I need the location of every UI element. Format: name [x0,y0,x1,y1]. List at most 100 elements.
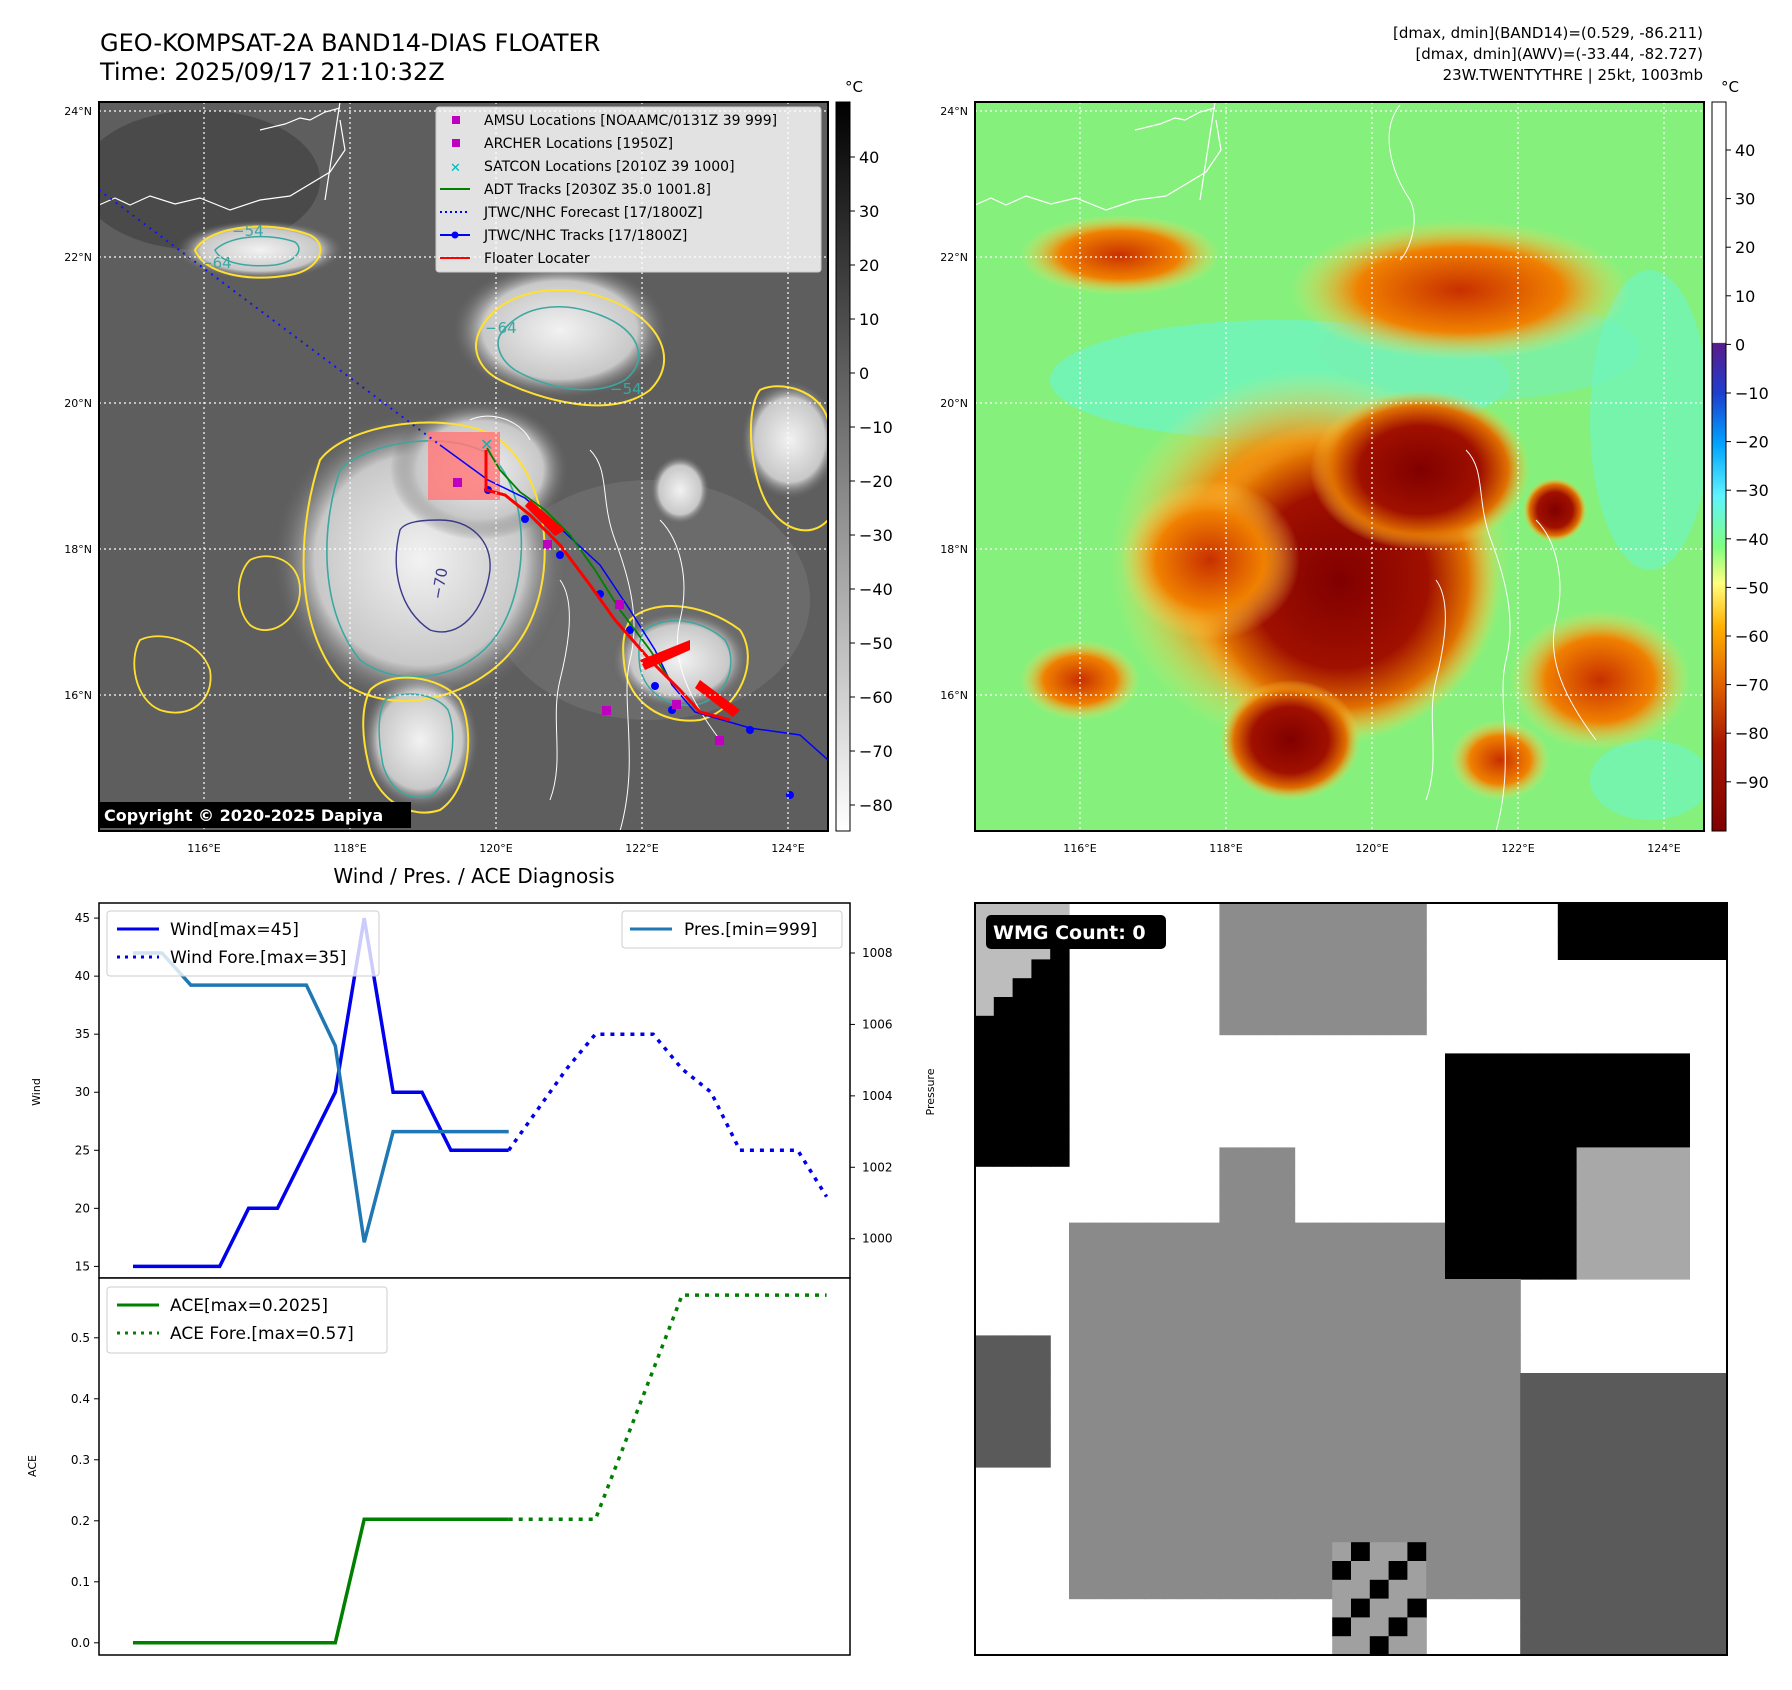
amsu-marker-icon [452,116,460,124]
svg-text:116°E: 116°E [1063,842,1096,855]
legend-ace: ACE[max=0.2025] [170,1296,328,1316]
pressure-legend: Pres.[min=999] [621,910,843,949]
figure-time: Time: 2025/09/17 21:10:32Z [99,58,445,86]
ir-colorbar-unit: °C [845,78,863,96]
satcon-x-icon: ✕ [450,161,461,176]
awv-colorbar-tick: −20 [1735,433,1769,452]
svg-text:22°N: 22°N [940,251,968,264]
wind-tick: 25 [75,1143,90,1157]
legend-floater: Floater Locater [484,251,590,267]
wind-pressure-chart: 45 40 35 30 25 20 15 1008 1006 1004 1002 1000 Wind… [30,902,937,1279]
svg-text:118°E: 118°E [1209,842,1242,855]
pressure-tick: 1004 [862,1089,893,1103]
wind-tick: 20 [75,1201,90,1215]
legend-tracks: JTWC/NHC Tracks [17/1800Z] [483,228,687,244]
ir-colorbar-tick: −70 [859,742,893,761]
awv-colorbar-tick: −70 [1735,676,1769,695]
svg-text:20°N: 20°N [940,397,968,410]
legend-amsu: AMSU Locations [NOAAMC/0131Z 39 999] [484,113,777,129]
ir-colorbar: °C 40 30 20 10 0 −10 −20 −30 −40 −50 −60 −70 −80 [835,78,893,832]
awv-colorbar-tick: −50 [1735,578,1769,597]
legend-ace-fore: ACE Fore.[max=0.57] [170,1324,354,1344]
ir-colorbar-tick: −60 [859,688,893,707]
awv-colorbar-tick: −10 [1735,384,1769,403]
awv-colorbar-tick: −60 [1735,627,1769,646]
ir-colorbar-tick: 10 [859,310,879,329]
svg-text:24°N: 24°N [940,105,968,118]
ace-tick: 0.0 [71,1636,90,1650]
archer-marker-icon [452,139,460,147]
awv-colorbar-tick: 20 [1735,238,1755,257]
ir-colorbar-tick: −10 [859,418,893,437]
svg-text:✕: ✕ [480,435,493,454]
ir-colorbar-tick: 0 [859,364,869,383]
awv-gridlines [975,102,1704,831]
diagnosis-title: Wind / Pres. / ACE Diagnosis [333,864,614,888]
legend-pressure: Pres.[min=999] [684,920,817,940]
pressure-axis-label: Pressure [924,1068,937,1115]
svg-text:122°E: 122°E [625,842,658,855]
ir-colorbar-tick: −40 [859,580,893,599]
ir-legend: AMSU Locations [NOAAMC/0131Z 39 999] ARC… [435,106,822,273]
series-line-1 [507,1032,829,1198]
wind-tick: 35 [75,1027,90,1041]
ir-map-panel: ✕ −54 −64 −64 −54 −70 Copyright © 2020-2… [64,78,893,855]
wmg-panel: WMG Count: 0 [974,902,1728,1656]
ace-axis-label: ACE [26,1455,39,1477]
legend-forecast: JTWC/NHC Forecast [17/1800Z] [483,205,703,221]
ace-tick: 0.2 [71,1514,90,1528]
pressure-tick: 1006 [862,1017,893,1031]
ace-series-line-0 [133,1517,509,1645]
contour-label-5: −70 [428,566,451,600]
awv-colorbar-tick: −90 [1735,773,1769,792]
svg-text:24°N: 24°N [64,105,92,118]
wind-legend: Wind[max=45] Wind Fore.[max=35] [106,910,380,977]
ir-colorbar-tick: 40 [859,148,879,167]
pressure-tick: 1008 [862,946,893,960]
svg-text:16°N: 16°N [64,689,92,702]
pressure-tick: 1002 [862,1160,893,1174]
svg-text:124°E: 124°E [1647,842,1680,855]
svg-text:16°N: 16°N [940,689,968,702]
ace-tick: 0.5 [71,1331,90,1345]
ir-colorbar-tick: −30 [859,526,893,545]
contour-label-4: −54 [610,380,642,398]
awv-imagery [975,102,1704,831]
ace-chart: 0.5 0.4 0.3 0.2 0.1 0.0 ACE ACE[max=0.2025] A… [26,1277,851,1656]
svg-text:116°E: 116°E [187,842,220,855]
dmax-band14-info: [dmax, dmin](BAND14)=(0.529, -86.211) [1393,24,1703,42]
svg-text:122°E: 122°E [1501,842,1534,855]
awv-colorbar: °C 40 30 20 10 0 −10 −20 −30 −40 −50 −60 −70 −80 −90 [1711,78,1769,832]
svg-text:120°E: 120°E [479,842,512,855]
svg-text:20°N: 20°N [64,397,92,410]
svg-text:120°E: 120°E [1355,842,1388,855]
legend-wind-fore: Wind Fore.[max=35] [170,948,346,968]
awv-colorbar-unit: °C [1721,78,1739,96]
ir-colorbar-tick: 20 [859,256,879,275]
wind-tick: 40 [75,969,90,983]
legend-archer: ARCHER Locations [1950Z] [484,136,673,152]
pressure-tick: 1000 [862,1232,893,1246]
ace-tick: 0.4 [71,1392,90,1406]
legend-satcon: SATCON Locations [2010Z 39 1000] [484,159,735,175]
ir-colorbar-tick: −50 [859,634,893,653]
ace-tick: 0.1 [71,1575,90,1589]
wind-tick: 30 [75,1085,90,1099]
wmg-count-label: WMG Count: 0 [993,922,1146,944]
legend-adt: ADT Tracks [2030Z 35.0 1001.8] [484,182,711,198]
svg-text:118°E: 118°E [333,842,366,855]
storm-info: 23W.TWENTYTHRE | 25kt, 1003mb [1443,66,1703,84]
awv-colorbar-tick: 40 [1735,141,1755,160]
awv-colorbar-tick: −80 [1735,724,1769,743]
awv-lat-ticks: 24°N 22°N 20°N 18°N 16°N [940,105,968,702]
svg-text:18°N: 18°N [64,543,92,556]
ace-legend: ACE[max=0.2025] ACE Fore.[max=0.57] [106,1286,388,1354]
awv-colorbar-tick: 30 [1735,190,1755,209]
ace-tick: 0.3 [71,1453,90,1467]
contour-label-3: −64 [485,319,517,337]
legend-wind: Wind[max=45] [170,920,299,940]
awv-colorbar-tick: −30 [1735,481,1769,500]
awv-colorbar-tick: 0 [1735,335,1745,354]
ir-colorbar-tick: −20 [859,472,893,491]
